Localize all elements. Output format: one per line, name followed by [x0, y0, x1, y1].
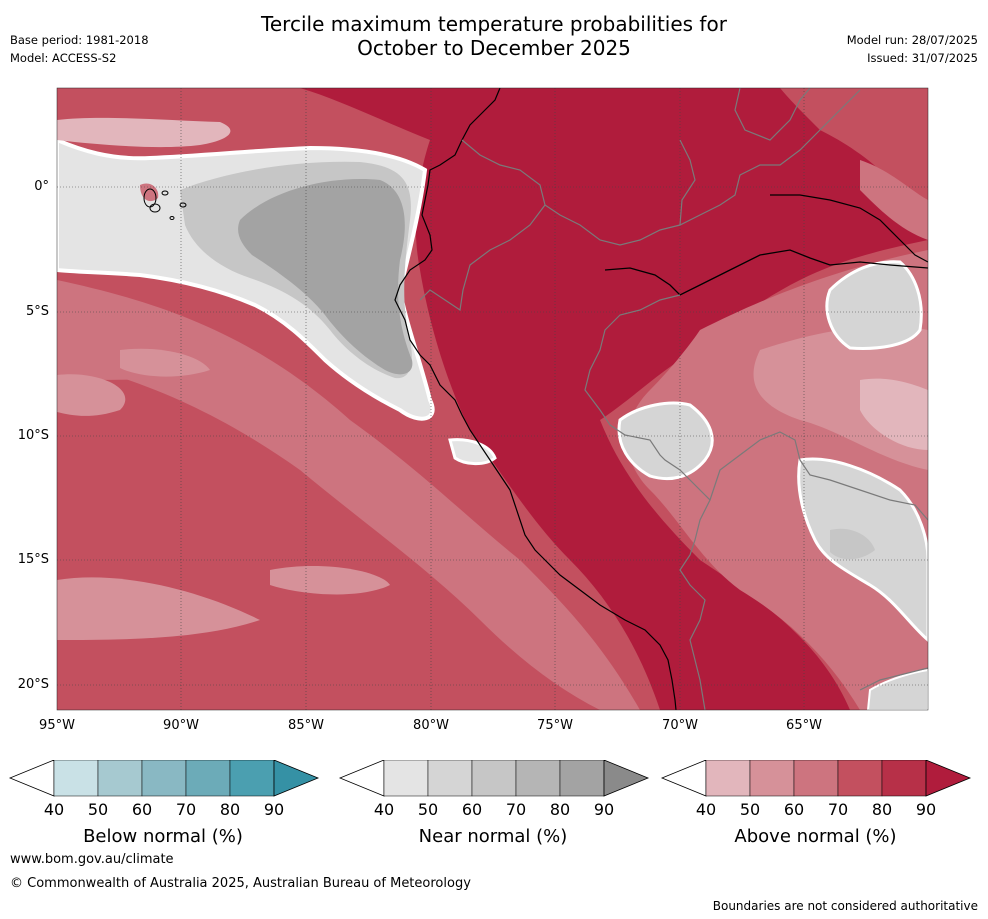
lon-label-75w: 75°W — [537, 718, 573, 733]
colorbars — [8, 760, 972, 797]
lon-label-65w: 65°W — [786, 718, 822, 733]
above-90-core — [300, 88, 928, 710]
above-40-50-east — [860, 378, 928, 450]
lon-label-95w: 95°W — [39, 718, 75, 733]
disclaimer-text: Boundaries are not considered authoritat… — [712, 899, 978, 913]
colorbar-below-left-arrow — [8, 760, 55, 797]
colorbar-above-tick: 60 — [783, 800, 805, 819]
colorbar-near-tick: 90 — [593, 800, 615, 819]
above-50-60-patch3 — [270, 565, 390, 595]
colorbar-below-segment — [141, 760, 187, 797]
galapagos-islands — [143, 188, 187, 220]
meta-left: Base period: 1981-2018 Model: ACCESS-S2 — [10, 31, 149, 67]
colorbar-above-tick: 40 — [695, 800, 717, 819]
lon-label-70w: 70°W — [662, 718, 698, 733]
colorbar-below-tick: 80 — [219, 800, 241, 819]
above-50-60-patch1 — [57, 374, 126, 416]
above-50-60-patch2 — [57, 577, 260, 640]
colorbar-near-segment — [383, 760, 429, 797]
lat-label-10s: 10°S — [17, 428, 49, 443]
colorbar-below-tick: 90 — [263, 800, 285, 819]
above-60-70-west — [57, 300, 260, 380]
river — [604, 249, 928, 296]
colorbar-below-right-arrow — [273, 760, 320, 797]
map-frame — [56, 87, 929, 711]
map-title: Tercile maximum temperature probabilitie… — [0, 12, 988, 60]
colorbar-near-tick: 70 — [505, 800, 527, 819]
base-period: Base period: 1981-2018 — [10, 33, 149, 47]
issued-date: Issued: 31/07/2025 — [867, 51, 978, 65]
colorbar-near-tick: 60 — [461, 800, 483, 819]
lon-label-85w: 85°W — [288, 718, 324, 733]
colorbar-above-tick: 90 — [915, 800, 937, 819]
colorbar-above-tick: 50 — [739, 800, 761, 819]
colorbar-below-tick: 40 — [43, 800, 65, 819]
title-line-2: October to December 2025 — [357, 36, 631, 60]
colorbar-below-tick: 60 — [131, 800, 153, 819]
lat-label-15s: 15°S — [17, 552, 49, 567]
colorbar-below-segment — [229, 760, 275, 797]
above-40-50-pacific — [57, 117, 231, 148]
grid-lines — [57, 88, 928, 710]
colorbar-below-tick: 50 — [87, 800, 109, 819]
near-normal-central — [617, 401, 714, 481]
colorbar-above-segment — [705, 760, 751, 797]
colorbar-near-segment — [427, 760, 473, 797]
colorbar-above-tick: 80 — [871, 800, 893, 819]
lat-label-0: 0° — [34, 179, 49, 194]
colorbar-below-segment — [185, 760, 231, 797]
colorbar-below-tick: 70 — [175, 800, 197, 819]
colorbar-near-left-arrow — [338, 760, 385, 797]
lat-label-5s: 5°S — [25, 304, 49, 319]
colorbar-above-right-arrow — [925, 760, 972, 797]
colorbar-near-segment — [515, 760, 561, 797]
lon-label-80w: 80°W — [413, 718, 449, 733]
colorbar-near-right-arrow — [603, 760, 650, 797]
colorbar-above-tick: 70 — [827, 800, 849, 819]
colorbar-below-segment — [97, 760, 143, 797]
model-name: Model: ACCESS-S2 — [10, 51, 117, 65]
model-run: Model run: 28/07/2025 — [846, 33, 978, 47]
colorbar-above-left-arrow — [660, 760, 707, 797]
above-50-60-patch4 — [120, 348, 210, 377]
colorbar-title-above: Above normal (%) — [734, 826, 897, 847]
colorbar-above-segment — [837, 760, 883, 797]
colorbar-above-segment — [881, 760, 927, 797]
colorbar-near-segment — [471, 760, 517, 797]
near-normal-ocean-70-80 — [238, 179, 413, 375]
colorbar-near-tick: 50 — [417, 800, 439, 819]
above-50-60-galapagos — [140, 183, 159, 202]
colorbar-near-tick: 40 — [373, 800, 395, 819]
colorbar-near-segment — [559, 760, 605, 797]
country-borders — [419, 88, 928, 710]
colorbar-above-segment — [749, 760, 795, 797]
coastline — [394, 88, 677, 710]
near-normal-coastal-patch — [448, 438, 497, 466]
colorbar-near-tick: 80 — [549, 800, 571, 819]
website-text: www.bom.gov.au/climate — [10, 852, 174, 867]
colorbar-above-segment — [793, 760, 839, 797]
colorbar-title-near: Near normal (%) — [418, 826, 568, 847]
river-north — [770, 194, 928, 263]
lat-label-20s: 20°S — [17, 677, 49, 692]
near-normal-southeast-inner — [830, 528, 875, 560]
above-70-80-northeast — [780, 88, 928, 230]
meta-right: Model run: 28/07/2025 Issued: 31/07/2025 — [847, 31, 978, 67]
above-60-70-northeast — [860, 160, 928, 240]
colorbar-below-segment — [53, 760, 99, 797]
lon-label-90w: 90°W — [163, 718, 199, 733]
colorbar-title-below: Below normal (%) — [83, 826, 243, 847]
copyright-text: © Commonwealth of Australia 2025, Austra… — [10, 876, 471, 891]
title-line-1: Tercile maximum temperature probabilitie… — [261, 12, 727, 36]
